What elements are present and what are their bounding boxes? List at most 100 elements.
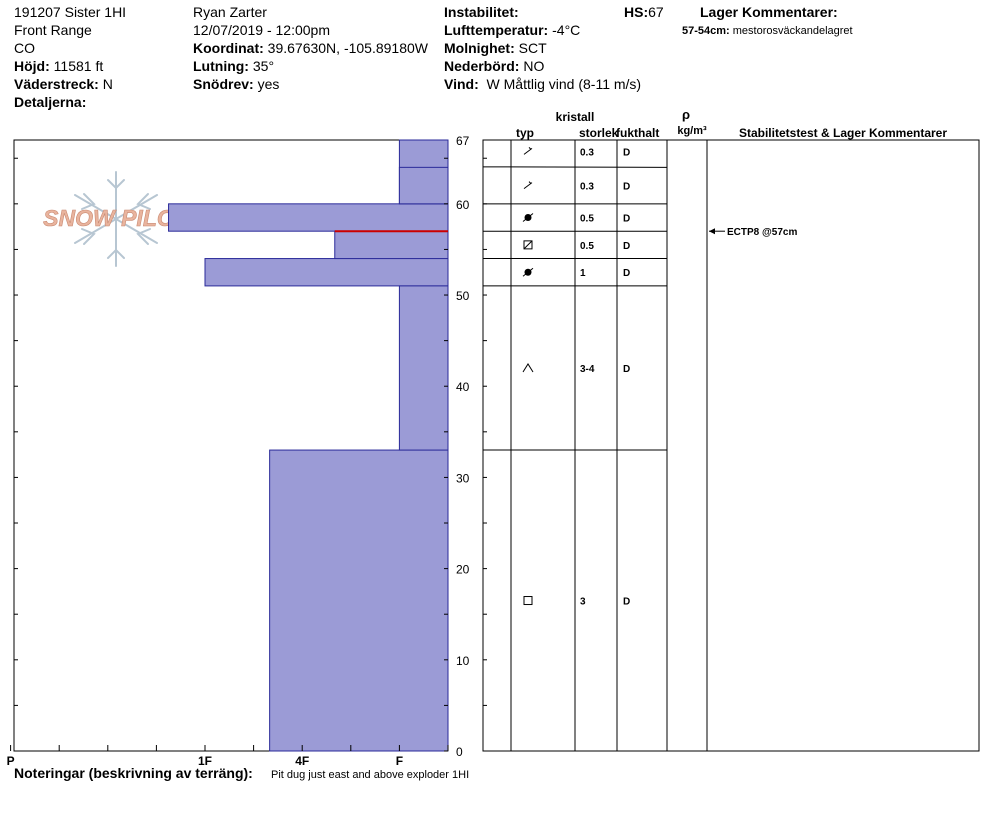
header-crystal: kristall bbox=[556, 110, 595, 124]
grain-size: 3-4 bbox=[580, 364, 595, 375]
blowing-snow: Snödrev: yes bbox=[193, 75, 279, 93]
details: Detaljerna: bbox=[14, 93, 86, 111]
blowing-label: Snödrev: bbox=[193, 76, 254, 92]
instability: Instabilitet: bbox=[444, 3, 519, 21]
grain-moisture: D bbox=[623, 147, 630, 158]
header-type: typ bbox=[516, 126, 534, 140]
x-tick-label: F bbox=[396, 754, 403, 768]
slope-value: 35° bbox=[252, 58, 275, 74]
elevation-label: Höjd: bbox=[14, 58, 50, 74]
grain-moisture: D bbox=[623, 214, 630, 225]
stability-test-label: ECTP8 @57cm bbox=[727, 227, 797, 238]
rounded-grain-slash-icon bbox=[522, 213, 534, 222]
snow-height: HS:67 bbox=[624, 3, 664, 21]
grain-moisture: D bbox=[623, 364, 630, 375]
air-temperature: Lufttemperatur: -4°C bbox=[444, 21, 580, 39]
state-name: CO bbox=[14, 40, 35, 56]
precip-value: NO bbox=[523, 58, 545, 74]
y-tick-label: 30 bbox=[456, 471, 470, 485]
faceted-crystal-icon bbox=[523, 596, 533, 606]
sky-label: Molnighet: bbox=[444, 40, 515, 56]
coordinates: Koordinat: 39.67630N, -105.89180W bbox=[193, 39, 428, 57]
grain-table-row: 0.3 D bbox=[523, 181, 630, 193]
layer-bar-2 bbox=[168, 203, 449, 232]
grain-table-row: 0.5 D bbox=[523, 240, 630, 252]
sky-value: SCT bbox=[518, 40, 547, 56]
grain-table-frame bbox=[482, 139, 980, 752]
aspect-label: Väderstreck: bbox=[14, 76, 99, 92]
layer-bar-1 bbox=[398, 166, 449, 205]
depth-hoar-icon bbox=[522, 363, 534, 373]
y-tick-label: 40 bbox=[456, 380, 470, 394]
airtemp-value: -4°C bbox=[552, 22, 581, 38]
layer-bar-6 bbox=[269, 449, 449, 752]
grain-size: 0.3 bbox=[580, 182, 594, 193]
y-tick-label: 60 bbox=[456, 198, 470, 212]
grain-size: 0.3 bbox=[580, 147, 594, 158]
header-stability: Stabilitetstest & Lager Kommentarer bbox=[739, 126, 947, 140]
wind-label: Vind: bbox=[444, 76, 479, 92]
grain-size: 1 bbox=[580, 268, 586, 279]
grain-table-columns bbox=[510, 140, 708, 751]
grain-size: 3 bbox=[580, 597, 586, 608]
grain-moisture: D bbox=[623, 268, 630, 279]
hs-value: 67 bbox=[648, 4, 664, 20]
layer-comments-label: Lager Kommentarer: bbox=[700, 4, 838, 20]
layer-comment-range: 57-54cm: bbox=[682, 25, 730, 37]
precip-fragment-icon bbox=[523, 181, 533, 189]
table-row-divider bbox=[482, 166, 668, 168]
blowing-value: yes bbox=[257, 76, 280, 92]
instability-label: Instabilitet: bbox=[444, 4, 519, 20]
logo-text: SNOW PILOT bbox=[43, 205, 191, 231]
notes-label: Noteringar (beskrivning av terräng): bbox=[14, 765, 253, 781]
notes-text: Pit dug just east and above exploder 1HI bbox=[271, 769, 469, 781]
grain-table-row: 3-4 D bbox=[522, 363, 630, 375]
precip-label: Nederbörd: bbox=[444, 58, 520, 74]
stability-test: ECTP8 @57cm bbox=[709, 227, 797, 238]
x-tick-label: 4F bbox=[295, 754, 309, 768]
layer-bar-4 bbox=[204, 258, 449, 287]
range-name: Front Range bbox=[14, 22, 92, 38]
grain-moisture: D bbox=[623, 597, 630, 608]
grain-size: 0.5 bbox=[580, 241, 594, 252]
layer-bar-3 bbox=[334, 230, 449, 260]
x-tick-label: 1F bbox=[198, 754, 212, 768]
grain-moisture: D bbox=[623, 241, 630, 252]
wind: Vind: W Måttlig vind (8-11 m/s) bbox=[444, 75, 641, 93]
datetime: 12/07/2019 - 12:00pm bbox=[193, 22, 330, 38]
layer-comment-text: mestorosväckandelagret bbox=[732, 25, 853, 37]
precipitation: Nederbörd: NO bbox=[444, 57, 544, 75]
wind-value: W Måttlig vind (8-11 m/s) bbox=[486, 76, 642, 92]
y-tick-label: 0 bbox=[456, 745, 463, 759]
grain-table-row: 0.3 D bbox=[523, 147, 630, 158]
elevation-value: 11581 ft bbox=[53, 58, 104, 74]
elevation: Höjd: 11581 ft bbox=[14, 57, 103, 75]
header-density-symbol: ρ bbox=[682, 107, 690, 122]
x-tick-label: P bbox=[7, 754, 15, 768]
y-tick-label: 67 bbox=[456, 134, 470, 148]
grain-size: 0.5 bbox=[580, 214, 594, 225]
layer-comment: 57-54cm: mestorosväckandelagret bbox=[682, 22, 853, 40]
aspect: Väderstreck: N bbox=[14, 75, 113, 93]
details-label: Detaljerna: bbox=[14, 94, 87, 110]
arrow-left-icon bbox=[709, 228, 715, 235]
airtemp-label: Lufttemperatur: bbox=[444, 22, 549, 38]
faceted-rounded-slash-icon bbox=[523, 240, 533, 250]
aspect-value: N bbox=[102, 76, 113, 92]
rounded-grain-slash-icon bbox=[522, 267, 534, 277]
snowpilot-logo: SNOW PILOT bbox=[43, 171, 191, 267]
layer-comments-heading: Lager Kommentarer: bbox=[700, 3, 838, 21]
layer-bar-5 bbox=[398, 285, 449, 451]
slope-label: Lutning: bbox=[193, 58, 249, 74]
header-size: storlek bbox=[579, 126, 619, 140]
faceted-rounded-icon bbox=[523, 240, 533, 250]
y-tick-label: 20 bbox=[456, 563, 470, 577]
header-moisture: fukthalt bbox=[616, 126, 659, 140]
sky-cover: Molnighet: SCT bbox=[444, 39, 547, 57]
grain-moisture: D bbox=[623, 182, 630, 193]
precip-fragment-icon bbox=[523, 147, 533, 155]
hs-label: HS: bbox=[624, 4, 649, 20]
